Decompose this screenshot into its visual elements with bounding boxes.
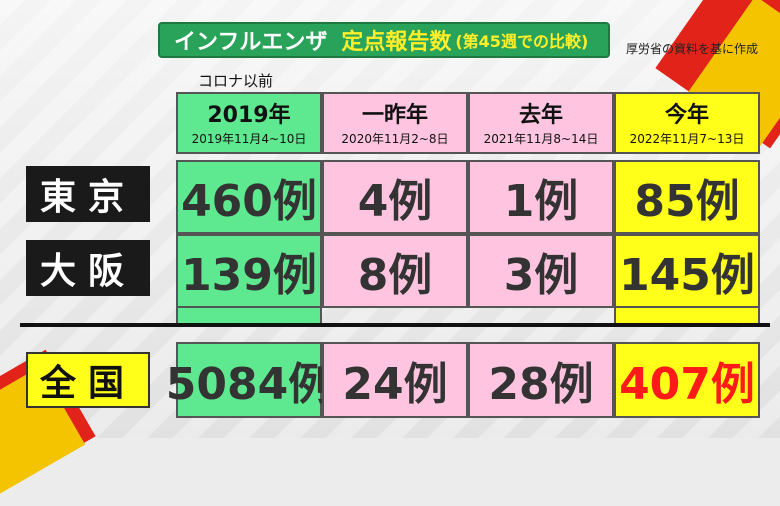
column-header-this-year: 今年 2022年11月7~13日: [614, 92, 760, 154]
cell-tokyo-2019: 460例: [176, 160, 322, 234]
cell-osaka-2019: 139例: [176, 234, 322, 308]
cell-tokyo-this-year: 85例: [614, 160, 760, 234]
cell-national-2019: 5084例: [166, 342, 332, 418]
cell-osaka-two-years-ago: 8例: [322, 234, 468, 308]
title-banner: インフルエンザ 定点報告数 (第45週での比較): [158, 22, 610, 58]
yellow-column-filler: [614, 308, 760, 323]
row-label-osaka: 大阪: [26, 240, 150, 296]
column-header-2019: 2019年 2019年11月4~10日: [176, 92, 322, 154]
cell-tokyo-last-year: 1例: [468, 160, 614, 234]
title-highlight: 定点報告数: [341, 30, 452, 55]
title-subtitle: (第45週での比較): [455, 32, 589, 51]
cell-national-last-year: 28例: [468, 342, 614, 418]
pre-covid-note: コロナ以前: [198, 72, 274, 90]
column-range: 2021年11月8~14日: [483, 132, 599, 146]
column-year: 2019年: [207, 103, 291, 128]
row-label-tokyo: 東京: [26, 166, 150, 222]
source-note: 厚労省の資料を基に作成: [626, 42, 759, 56]
cell-osaka-last-year: 3例: [468, 234, 614, 308]
cell-osaka-this-year: 145例: [614, 234, 760, 308]
cell-national-two-years-ago: 24例: [322, 342, 468, 418]
column-header-two-years-ago: 一昨年 2020年11月2~8日: [322, 92, 468, 154]
column-year: 去年: [518, 103, 563, 128]
title-main: インフルエンザ: [174, 30, 328, 55]
column-header-last-year: 去年 2021年11月8~14日: [468, 92, 614, 154]
cell-national-this-year: 407例: [614, 342, 760, 418]
green-column-filler: [176, 308, 322, 323]
cell-tokyo-two-years-ago: 4例: [322, 160, 468, 234]
row-label-national: 全国: [26, 352, 150, 408]
column-year: 今年: [664, 103, 709, 128]
column-range: 2019年11月4~10日: [191, 132, 307, 146]
column-range: 2022年11月7~13日: [629, 132, 745, 146]
column-year: 一昨年: [361, 103, 428, 128]
column-range: 2020年11月2~8日: [341, 132, 449, 146]
separator-line: [20, 323, 770, 327]
